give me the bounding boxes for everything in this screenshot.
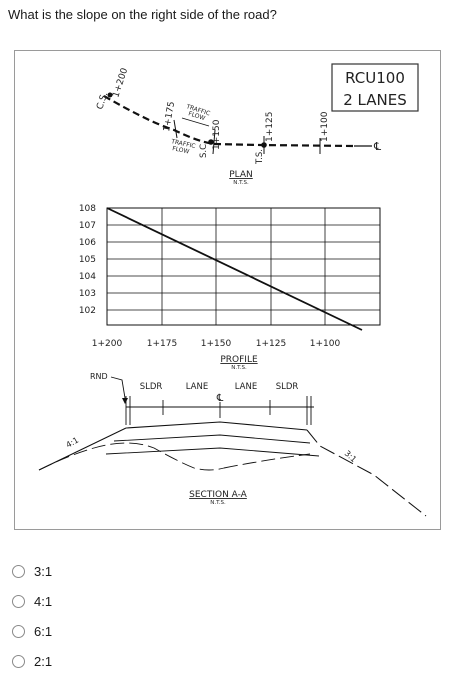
profile-scale: N.T.S. [231,365,247,371]
section-label-sldr-right: SLDR [276,382,299,392]
question-text: What is the slope on the right side of t… [8,7,277,22]
section-view: RND SLDR LANE LANE SLDR ℄ 4:1 [38,372,427,517]
section-scale: N.T.S. [210,500,226,506]
option-2-1[interactable]: 2:1 [10,646,52,675]
profile-title: PROFILE [220,355,258,365]
option-3-1[interactable]: 3:1 [10,556,52,586]
plan-sc-label: S.C. [199,141,209,158]
section-label-lane-right: LANE [235,382,257,392]
profile-grid-frame [106,207,381,326]
profile-y-103: 103 [79,289,96,299]
plan-title: PLAN [229,170,253,180]
road-design-drawing: RCU100 2 LANES C.S. 1+200 1+175 S.C. 1+1… [14,50,441,530]
radio-button[interactable] [12,594,25,608]
answer-options: 3:1 4:1 6:1 2:1 [10,556,52,675]
design-badge: RCU100 2 LANES [331,63,419,112]
section-label-lane-left: LANE [186,382,208,392]
traffic-bottom-2: FLOW [172,145,190,155]
profile-x-1175: 1+175 [147,339,177,349]
section-rnd-label: RND [90,372,108,381]
section-centerline-icon: ℄ [216,393,224,404]
plan-centerline-icon: ℄ [373,140,381,153]
option-4-1[interactable]: 4:1 [10,586,52,616]
road-design-figure: RCU100 2 LANES C.S. 1+200 1+175 S.C. 1+1… [14,50,441,530]
profile-x-1200: 1+200 [92,339,123,349]
option-label: 4:1 [34,593,53,609]
radio-button[interactable] [12,564,25,578]
section-label-sldr-left: SLDR [140,382,163,392]
badge-line2: 2 LANES [343,91,407,109]
profile-y-108: 108 [79,204,96,214]
profile-x-1100: 1+100 [310,339,341,349]
option-6-1[interactable]: 6:1 [10,616,52,646]
profile-x-1125: 1+125 [256,339,286,349]
radio-button[interactable] [12,624,25,638]
plan-station-1150: 1+150 [212,119,222,150]
profile-view: 108 107 106 105 104 103 102 1+200 1+175 … [79,204,381,371]
profile-x-1150: 1+150 [201,339,232,349]
plan-station-1100: 1+100 [320,111,330,142]
profile-y-102: 102 [79,306,96,316]
profile-y-107: 107 [79,221,96,231]
profile-y-104: 104 [79,272,96,282]
profile-y-105: 105 [79,255,96,265]
drawing-frame [14,50,441,530]
plan-station-1125: 1+125 [265,112,275,142]
plan-ts-label: T.S. [255,149,265,165]
plan-alignment-tangent [213,142,355,148]
profile-grade-line [106,207,363,331]
radio-button[interactable] [12,654,25,668]
option-label: 2:1 [34,653,53,669]
profile-y-106: 106 [79,238,96,248]
section-title: SECTION A-A [189,490,248,500]
plan-scale: N.T.S. [233,180,249,186]
plan-alignment-curve [103,95,215,146]
option-label: 6:1 [34,623,53,639]
badge-line1: RCU100 [345,69,405,87]
option-label: 3:1 [34,563,53,579]
